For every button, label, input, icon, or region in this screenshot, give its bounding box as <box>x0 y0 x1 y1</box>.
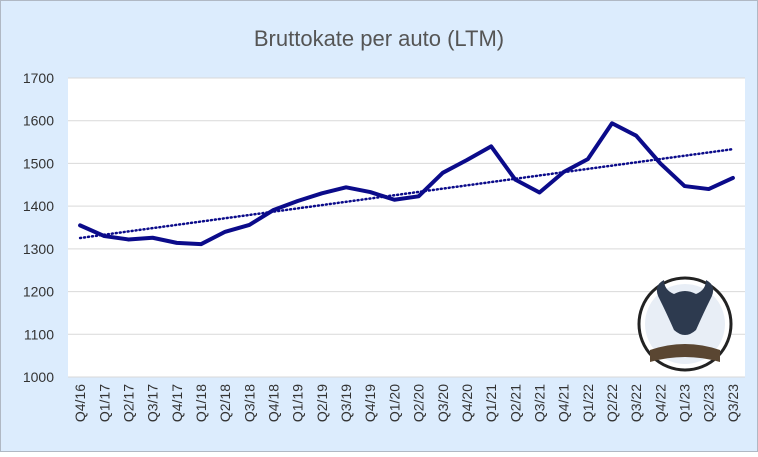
x-tick-label: Q4/18 <box>266 384 282 422</box>
x-tick-label: Q2/18 <box>217 384 233 422</box>
x-tick-label: Q2/21 <box>507 384 523 422</box>
x-tick-label: Q1/20 <box>386 384 402 422</box>
x-tick-label: Q1/18 <box>193 384 209 422</box>
plot-area <box>68 78 745 377</box>
x-tick-label: Q4/17 <box>169 384 185 422</box>
y-tick-label: 1300 <box>23 241 54 257</box>
x-tick-label: Q1/19 <box>290 384 306 422</box>
y-tick-label: 1200 <box>23 284 54 300</box>
y-tick-label: 1400 <box>23 198 54 214</box>
x-tick-label: Q2/19 <box>314 384 330 422</box>
x-tick-label: Q1/21 <box>483 384 499 422</box>
y-tick-label: 1500 <box>23 155 54 171</box>
x-tick-label: Q1/22 <box>580 384 596 422</box>
trendline <box>78 147 735 240</box>
y-tick-label: 1100 <box>24 326 54 342</box>
x-tick-label: Q3/23 <box>725 384 741 422</box>
x-tick-label: Q2/20 <box>411 384 427 422</box>
x-tick-label: Q3/22 <box>628 384 644 422</box>
data-line <box>78 121 735 247</box>
x-tick-label: Q2/17 <box>120 384 136 422</box>
x-tick-label: Q1/23 <box>677 384 693 422</box>
x-tick-label: Q4/16 <box>72 384 88 422</box>
x-tick-label: Q1/17 <box>96 384 112 422</box>
y-tick-label: 1700 <box>23 70 54 86</box>
x-tick-label: Q4/22 <box>652 384 668 422</box>
x-tick-label: Q2/23 <box>701 384 717 422</box>
x-tick-label: Q3/21 <box>531 384 547 422</box>
x-tick-label: Q4/21 <box>556 384 572 422</box>
x-tick-label: Q3/19 <box>338 384 354 422</box>
x-tick-label: Q4/19 <box>362 384 378 422</box>
y-tick-label: 1000 <box>23 369 54 385</box>
logo <box>637 276 733 372</box>
x-tick-label: Q3/17 <box>145 384 161 422</box>
x-tick-label: Q2/22 <box>604 384 620 422</box>
x-tick-label: Q3/20 <box>435 384 451 422</box>
x-tick-label: Q3/18 <box>241 384 257 422</box>
y-tick-label: 1600 <box>23 113 54 129</box>
chart-title: Bruttokate per auto (LTM) <box>254 26 504 51</box>
x-tick-label: Q4/20 <box>459 384 475 422</box>
